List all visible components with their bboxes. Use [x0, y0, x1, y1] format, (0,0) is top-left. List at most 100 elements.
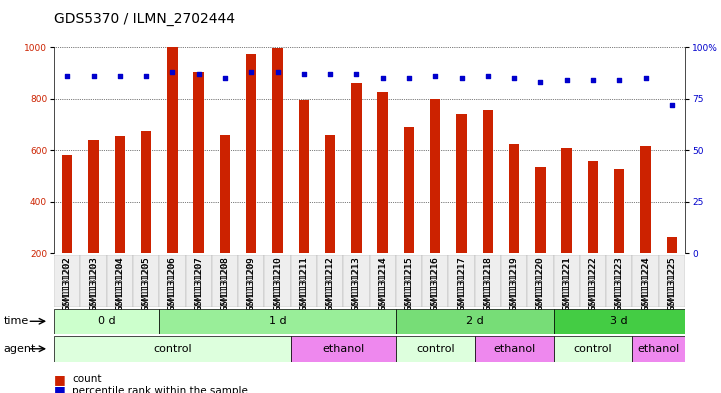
Point: [219, 75, 231, 81]
Text: GSM1131218: GSM1131218: [483, 257, 492, 317]
Bar: [588, 161, 598, 253]
Text: GSM1131206: GSM1131206: [168, 257, 177, 310]
Point: [403, 75, 415, 81]
Point: [272, 69, 283, 75]
Bar: [212, 255, 238, 307]
Text: GSM1131205: GSM1131205: [141, 257, 151, 317]
Text: time: time: [4, 316, 29, 326]
Bar: [115, 136, 125, 253]
Bar: [396, 309, 554, 334]
Text: GSM1131225: GSM1131225: [668, 257, 676, 317]
Point: [350, 71, 362, 77]
Text: GSM1131225: GSM1131225: [668, 257, 676, 310]
Text: GSM1131210: GSM1131210: [273, 257, 282, 310]
Text: GSM1131218: GSM1131218: [483, 257, 492, 310]
Bar: [88, 140, 99, 253]
Text: GSM1131223: GSM1131223: [615, 257, 624, 310]
Text: GSM1131207: GSM1131207: [194, 257, 203, 317]
Bar: [265, 255, 291, 307]
Bar: [54, 255, 80, 307]
Text: GSM1131212: GSM1131212: [326, 257, 335, 310]
Text: GSM1131214: GSM1131214: [378, 257, 387, 317]
Bar: [343, 255, 369, 307]
Text: GSM1131212: GSM1131212: [326, 257, 335, 317]
Text: GSM1131206: GSM1131206: [168, 257, 177, 317]
Bar: [54, 309, 159, 334]
Bar: [291, 336, 396, 362]
Bar: [238, 255, 265, 307]
Text: GSM1131203: GSM1131203: [89, 257, 98, 317]
Bar: [474, 336, 554, 362]
Bar: [167, 47, 177, 253]
Point: [666, 102, 678, 108]
Text: ethanol: ethanol: [322, 344, 364, 354]
Bar: [273, 48, 283, 253]
Bar: [107, 255, 133, 307]
Text: ■: ■: [54, 373, 66, 386]
Text: GSM1131219: GSM1131219: [510, 257, 518, 317]
Text: GSM1131219: GSM1131219: [510, 257, 518, 310]
Text: GSM1131215: GSM1131215: [404, 257, 413, 317]
Bar: [298, 100, 309, 253]
Bar: [632, 336, 685, 362]
Bar: [246, 53, 257, 253]
Point: [587, 77, 598, 83]
Bar: [527, 255, 554, 307]
Bar: [632, 255, 659, 307]
Text: GSM1131221: GSM1131221: [562, 257, 571, 310]
Point: [508, 75, 520, 81]
Point: [141, 73, 152, 79]
Text: GSM1131204: GSM1131204: [115, 257, 124, 310]
Text: GSM1131213: GSM1131213: [352, 257, 361, 317]
Text: GSM1131203: GSM1131203: [89, 257, 98, 310]
Bar: [159, 255, 185, 307]
Bar: [80, 255, 107, 307]
Bar: [396, 255, 422, 307]
Point: [534, 79, 546, 85]
Text: GSM1131211: GSM1131211: [299, 257, 309, 310]
Bar: [54, 336, 291, 362]
Bar: [430, 99, 441, 253]
Text: GSM1131205: GSM1131205: [141, 257, 151, 310]
Text: 3 d: 3 d: [611, 316, 628, 326]
Bar: [640, 147, 651, 253]
Bar: [448, 255, 474, 307]
Text: GSM1131216: GSM1131216: [430, 257, 440, 317]
Text: percentile rank within the sample: percentile rank within the sample: [72, 386, 248, 393]
Bar: [404, 127, 414, 253]
Bar: [456, 114, 466, 253]
Text: GSM1131210: GSM1131210: [273, 257, 282, 317]
Text: 0 d: 0 d: [98, 316, 115, 326]
Text: GSM1131220: GSM1131220: [536, 257, 545, 317]
Text: GSM1131202: GSM1131202: [63, 257, 71, 317]
Text: GSM1131208: GSM1131208: [221, 257, 229, 317]
Point: [640, 75, 651, 81]
Bar: [325, 135, 335, 253]
Bar: [666, 237, 677, 253]
Bar: [535, 167, 546, 253]
Text: GSM1131220: GSM1131220: [536, 257, 545, 310]
Text: GSM1131222: GSM1131222: [588, 257, 598, 317]
Text: count: count: [72, 374, 102, 384]
Bar: [554, 309, 685, 334]
Point: [377, 75, 389, 81]
Text: 2 d: 2 d: [466, 316, 484, 326]
Text: ■: ■: [54, 384, 66, 393]
Text: GSM1131217: GSM1131217: [457, 257, 466, 317]
Text: control: control: [574, 344, 612, 354]
Bar: [580, 255, 606, 307]
Text: GSM1131208: GSM1131208: [221, 257, 229, 310]
Text: control: control: [416, 344, 454, 354]
Bar: [220, 135, 230, 253]
Text: GSM1131222: GSM1131222: [588, 257, 598, 310]
Bar: [659, 255, 685, 307]
Text: GSM1131209: GSM1131209: [247, 257, 256, 310]
Bar: [614, 169, 624, 253]
Point: [88, 73, 99, 79]
Bar: [317, 255, 343, 307]
Text: GSM1131213: GSM1131213: [352, 257, 361, 310]
Text: GSM1131202: GSM1131202: [63, 257, 71, 310]
Text: GSM1131216: GSM1131216: [430, 257, 440, 310]
Text: GSM1131209: GSM1131209: [247, 257, 256, 317]
Bar: [396, 336, 474, 362]
